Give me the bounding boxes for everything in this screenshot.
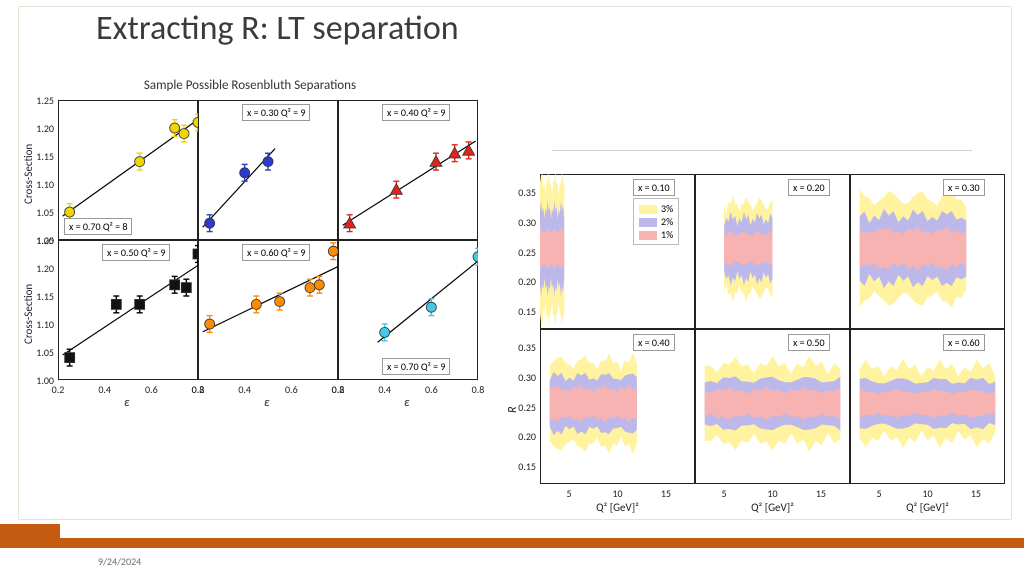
xtick: 10 [761,487,785,500]
x-axis-label: Q² [GeV]² [888,501,968,514]
y-axis-label: Cross-Section [22,144,35,204]
ytick: 0.20 [508,275,536,288]
xtick: 5 [712,487,736,500]
y-axis-label: R [506,406,520,413]
x-axis-label: Q² [GeV]² [578,501,658,514]
x-axis-label: ε [124,396,129,410]
legend: 3%2%1% [633,198,679,245]
panel-label: x = 0.20 [788,179,830,196]
ytick: 1.20 [24,122,54,135]
panel-label: x = 0.60 Q² = 9 [242,244,310,261]
xtick: 0.4 [233,383,257,396]
xtick: 0.4 [93,383,117,396]
xtick: 5 [867,487,891,500]
panel-label: x = 0.70 Q² = 8 [64,218,132,235]
xtick: 0.6 [279,383,303,396]
x-axis-label: Q² [GeV]² [733,501,813,514]
xtick: 0.2 [326,383,350,396]
ytick: 0.20 [508,430,536,443]
xtick: 0.2 [46,383,70,396]
rule [552,150,972,151]
ytick: 0.30 [508,216,536,229]
panel-label: x = 0.50 [788,334,830,351]
xtick: 10 [916,487,940,500]
xtick: 15 [964,487,988,500]
panel-label: x = 0.30 Q² = 9 [242,104,310,121]
ytick: 0.35 [508,341,536,354]
xtick: 15 [654,487,678,500]
ytick: 1.25 [24,94,54,107]
panel-label: x = 0.30 [943,179,985,196]
xtick: 0.6 [419,383,443,396]
xtick: 10 [606,487,630,500]
panel-label: x = 0.50 Q² = 9 [102,244,170,261]
ytick: 0.15 [508,305,536,318]
xtick: 0.2 [186,383,210,396]
xtick: 5 [557,487,581,500]
left-suptitle: Sample Possible Rosenbluth Separations [10,78,490,93]
xtick: 0.4 [373,383,397,396]
footer-date: 9/24/2024 [98,555,141,568]
x-axis-label: ε [264,396,269,410]
x-axis-label: ε [404,396,409,410]
panel-label: x = 0.40 Q² = 9 [382,104,450,121]
ytick: 1.25 [24,234,54,247]
panel-label: x = 0.70 Q² = 9 [382,358,450,375]
rosenbluth-figure: Sample Possible Rosenbluth Separations 1… [10,78,490,418]
footer-accent [0,524,60,538]
xtick: 0.6 [139,383,163,396]
ytick: 1.05 [24,346,54,359]
ytick: 0.25 [508,246,536,259]
ytick: 1.20 [24,262,54,275]
xtick: 0.8 [466,383,490,396]
panel-label: x = 0.10 [633,179,675,196]
footer-bar [0,538,1024,548]
ytick: 0.30 [508,371,536,384]
slide-title: Extracting R: LT separation [96,8,459,49]
ytick: 1.05 [24,206,54,219]
xtick: 15 [809,487,833,500]
y-axis-label: Cross-Section [22,284,35,344]
r-bands-figure: 0.15 0.20 0.25 0.30 0.35 x = 0.10 3%2%1% x = 0.… [500,170,1010,530]
panel-label: x = 0.40 [633,334,675,351]
ytick: 0.35 [508,186,536,199]
ytick: 0.15 [508,460,536,473]
panel-label: x = 0.60 [943,334,985,351]
